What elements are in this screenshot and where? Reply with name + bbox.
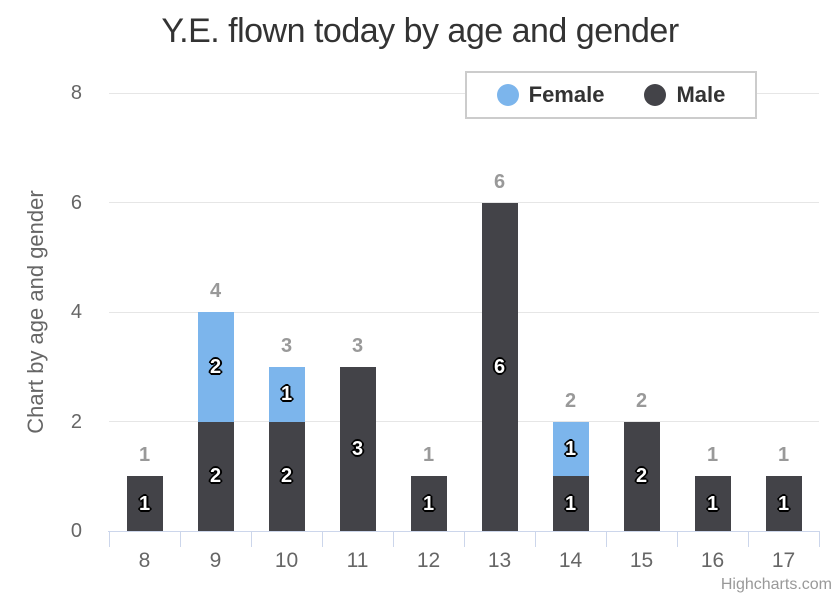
legend-label: Female [528, 82, 605, 107]
legend-marker-male-icon [644, 84, 667, 106]
bar-value-label: 1 [564, 437, 577, 460]
bar-segment-male[interactable] [765, 476, 802, 531]
gridline [109, 311, 819, 313]
bar-value-label: 6 [493, 355, 506, 378]
bar-segment-male[interactable] [481, 202, 518, 531]
bar-value-label: 1 [138, 492, 151, 515]
gridline [109, 421, 819, 422]
x-axis-label: 15 [629, 549, 654, 572]
bar-value-label: 1 [422, 492, 435, 515]
legend-item-male[interactable]: Male [644, 82, 725, 108]
x-axis-label: 11 [346, 549, 369, 572]
chart-title: Y.E. flown today by age and gender [161, 12, 679, 50]
bar-segment-male[interactable] [410, 476, 447, 531]
stack-total-label: 1 [422, 444, 435, 467]
bar-value-label: 3 [351, 437, 364, 460]
x-axis-label: 14 [558, 549, 583, 572]
bar-segment-male[interactable] [694, 476, 731, 531]
bar-segment-male[interactable] [197, 421, 234, 531]
stack-total-label: 3 [280, 334, 293, 357]
x-axis-tick [109, 531, 110, 547]
x-axis-line [108, 531, 820, 532]
bar-segment-male[interactable] [552, 476, 589, 531]
bar-segment-male[interactable] [339, 366, 376, 531]
gridline [109, 92, 819, 94]
y-axis-tick-label: 4 [70, 301, 82, 323]
stack-total-label: 6 [493, 170, 506, 193]
stack-total-label: 3 [351, 334, 364, 357]
bar-segment-male[interactable] [268, 421, 305, 531]
stack-total-label: 2 [564, 389, 577, 412]
bar-segment-female[interactable] [197, 312, 234, 422]
legend-item-female[interactable]: Female [496, 82, 605, 108]
stack-total-label: 1 [138, 444, 151, 467]
y-axis-tick-label: 0 [70, 520, 82, 542]
bar-segment-female[interactable] [268, 366, 305, 422]
x-axis-label: 13 [487, 549, 512, 572]
bar-value-label: 2 [209, 465, 222, 488]
x-axis-tick [251, 531, 252, 547]
x-axis-label: 16 [700, 549, 725, 572]
bar-value-label: 1 [280, 383, 293, 406]
x-axis-label: 8 [138, 549, 151, 572]
x-axis-label: 10 [274, 549, 299, 572]
stack-total-label: 2 [635, 389, 648, 412]
bar-value-label: 1 [564, 492, 577, 515]
gridline [109, 202, 819, 203]
legend-label: Male [676, 82, 726, 107]
x-axis-tick [393, 531, 394, 547]
x-axis-tick [819, 531, 820, 547]
legend: Female Male [465, 71, 757, 119]
y-axis-tick-label: 2 [70, 410, 82, 433]
bar-value-label: 1 [706, 492, 719, 515]
x-axis-label: 12 [416, 549, 441, 572]
stack-total-label: 1 [706, 444, 719, 467]
x-axis-label: 17 [771, 549, 796, 572]
bar-value-label: 2 [209, 355, 222, 378]
stack-total-label: 1 [777, 444, 790, 467]
y-axis-tick-label: 6 [70, 191, 82, 214]
stack-total-label: 4 [209, 280, 222, 302]
legend-marker-female-icon [496, 84, 519, 106]
bar-segment-male[interactable] [623, 421, 660, 531]
x-axis-tick [748, 531, 749, 547]
x-axis-tick [180, 531, 181, 547]
highcharts-credits-link[interactable]: Highcharts.com [720, 576, 832, 593]
bar-value-label: 2 [280, 465, 293, 488]
x-axis-label: 9 [209, 549, 222, 572]
x-axis-tick [464, 531, 465, 547]
x-axis-tick [606, 531, 607, 547]
x-axis-tick [677, 531, 678, 547]
x-axis-tick [322, 531, 323, 547]
bar-value-label: 2 [635, 465, 648, 488]
bar-segment-male[interactable] [126, 476, 163, 531]
bar-value-label: 1 [777, 492, 790, 515]
y-axis-tick-label: 8 [70, 82, 82, 104]
bar-segment-female[interactable] [552, 421, 589, 477]
x-axis-tick [535, 531, 536, 547]
